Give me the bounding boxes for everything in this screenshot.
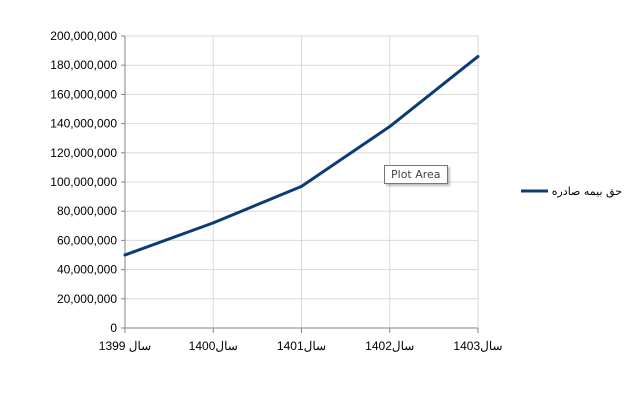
y-tick-label: 120,000,000 <box>50 146 117 160</box>
legend: حق بیمه صادره <box>521 185 622 199</box>
y-tick-label: 140,000,000 <box>50 117 117 131</box>
x-tick-label: سال1401 <box>277 339 326 353</box>
data-point <box>123 253 127 257</box>
data-point <box>300 184 303 188</box>
y-tick-label: 0 <box>110 321 117 335</box>
legend-label: حق بیمه صادره <box>552 185 622 199</box>
y-tick-label: 40,000,000 <box>57 263 117 277</box>
x-tick-label: سال1400 <box>189 339 238 353</box>
y-tick-label: 200,000,000 <box>50 29 117 43</box>
x-axis-tick-labels: سال 1399 سال1400 سال1401 سال1402 سال1403 <box>99 339 503 353</box>
series-layer <box>123 54 480 257</box>
y-axis-tick-labels: 0 20,000,000 40,000,000 60,000,000 80,000,00… <box>50 29 117 335</box>
y-tick-label: 80,000,000 <box>57 204 117 218</box>
data-point <box>476 54 480 58</box>
axes <box>121 35 479 333</box>
y-tick-label: 180,000,000 <box>50 58 117 72</box>
y-tick-label: 160,000,000 <box>50 87 117 101</box>
plot-area-tooltip: Plot Area <box>384 165 448 184</box>
y-tick-label: 60,000,000 <box>57 233 117 247</box>
x-tick-label: سال1402 <box>365 339 414 353</box>
y-tick-label: 20,000,000 <box>57 292 117 306</box>
data-point <box>211 221 215 225</box>
x-tick-label: سال 1399 <box>99 339 151 353</box>
x-tick-label: سال1403 <box>453 339 502 353</box>
y-tick-label: 100,000,000 <box>50 175 117 189</box>
data-point <box>388 125 392 129</box>
